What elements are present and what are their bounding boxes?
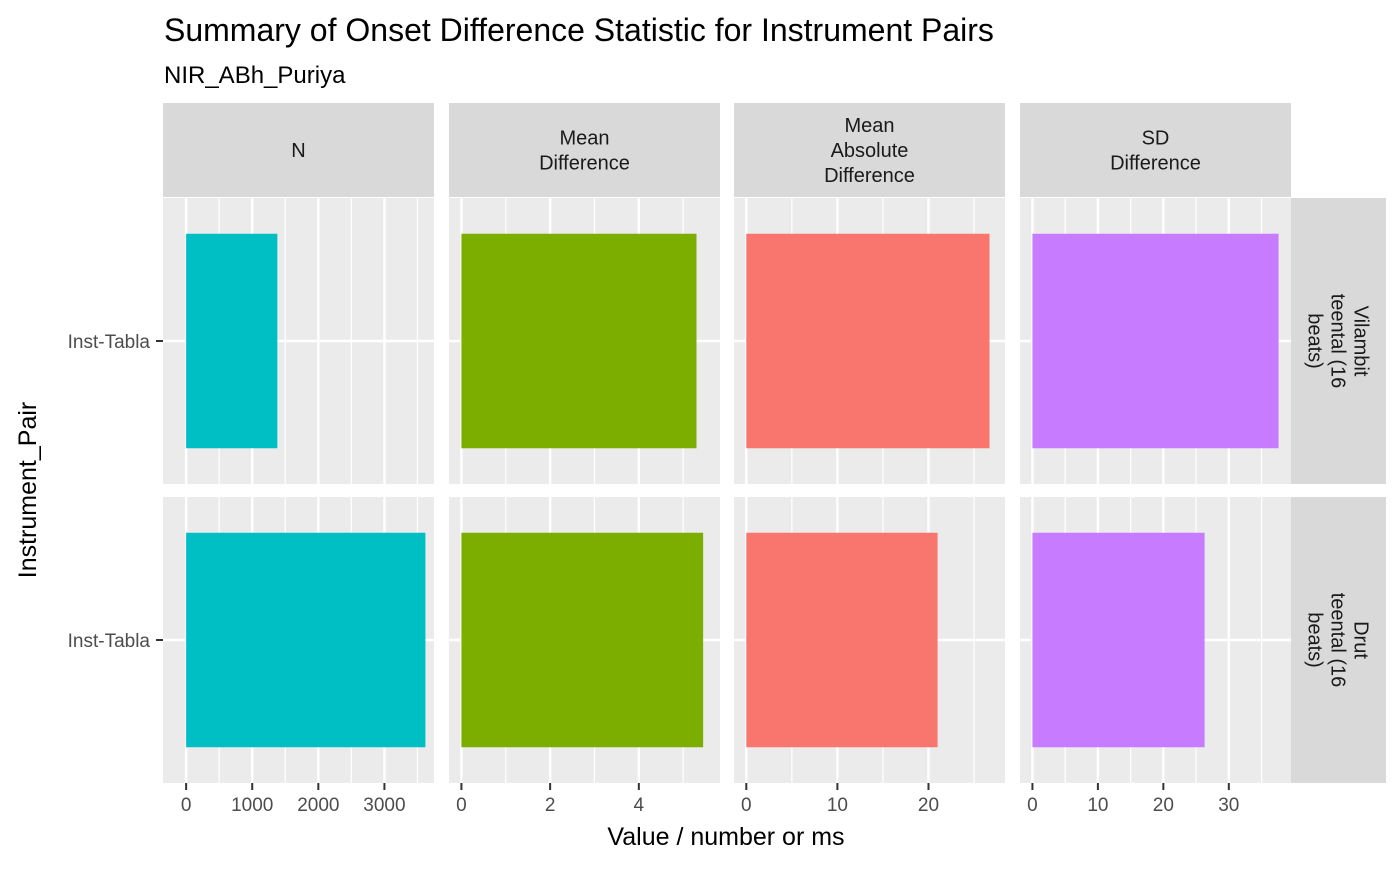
strip-label-sd: Difference — [1110, 153, 1201, 175]
strip-mean — [449, 103, 720, 197]
y-tick-label: Inst-Tabla — [68, 332, 151, 353]
bar-drut-sd — [1032, 532, 1205, 748]
strip-sd — [1020, 103, 1291, 197]
x-tick-label: 20 — [1153, 795, 1174, 816]
strip-label-mad: Difference — [824, 165, 915, 187]
strip-label-line: teental (16 — [1327, 593, 1349, 688]
x-tick-label: 2000 — [297, 795, 339, 816]
panel-vilambit-mad — [734, 198, 1005, 484]
strip-vilambit — [1291, 198, 1386, 484]
strip-label-mad: Mean — [844, 115, 894, 137]
bar-vilambit-mad — [746, 233, 990, 449]
x-axis-title: Value / number or ms — [607, 823, 844, 851]
strip-n — [163, 103, 434, 197]
chart-subtitle: NIR_ABh_Puriya — [164, 62, 346, 89]
chart-title: Summary of Onset Difference Statistic fo… — [164, 12, 994, 48]
bar-vilambit-sd — [1032, 233, 1279, 449]
x-tick-label: 30 — [1218, 795, 1239, 816]
strip-label-n: N — [291, 140, 305, 162]
x-tick-label: 1000 — [231, 795, 273, 816]
strip-label-mean: Difference — [539, 153, 630, 175]
strip-label-mad: Absolute — [831, 140, 909, 162]
x-tick-label: 0 — [181, 795, 192, 816]
bar-vilambit-mean — [461, 233, 697, 449]
panel-vilambit-n — [163, 198, 434, 484]
strip-label-line: Vilambit — [1350, 306, 1372, 377]
y-axis-title: Instrument_Pair — [14, 402, 42, 578]
strip-mad — [734, 103, 1005, 197]
panel-vilambit-sd — [1020, 198, 1291, 484]
x-tick-label: 3000 — [363, 795, 405, 816]
strip-label-line: beats) — [1304, 313, 1326, 369]
y-axis: Inst-Tabla Inst-Tabla — [68, 332, 163, 652]
x-tick-label: 10 — [827, 795, 848, 816]
x-tick-label: 0 — [1027, 795, 1038, 816]
facet-panels: N Mean Difference Mean Absolute Difference SD D… — [163, 103, 1386, 783]
bar-drut-mad — [746, 532, 938, 748]
strip-label-line: beats) — [1304, 612, 1326, 668]
bar-drut-n — [186, 532, 426, 748]
bar-vilambit-n — [186, 233, 278, 449]
panel-drut-mean — [449, 497, 720, 783]
panel-vilambit-mean — [449, 198, 720, 484]
x-axis: 0 1000 2000 3000 0 2 4 0 10 20 0 10 20 30 — [181, 783, 1239, 816]
strip-label-sd: SD — [1142, 128, 1170, 150]
panel-drut-sd — [1020, 497, 1291, 783]
x-tick-label: 4 — [634, 795, 645, 816]
x-tick-label: 2 — [545, 795, 556, 816]
y-tick-label: Inst-Tabla — [68, 631, 151, 652]
panel-drut-mad — [734, 497, 1005, 783]
bar-drut-mean — [461, 532, 704, 748]
panel-drut-n — [163, 497, 434, 783]
strip-label-mean: Mean — [559, 128, 609, 150]
x-tick-label: 0 — [741, 795, 752, 816]
x-tick-label: 20 — [918, 795, 939, 816]
x-tick-label: 0 — [456, 795, 467, 816]
strip-drut — [1291, 497, 1386, 783]
strip-label-line: Drut — [1350, 621, 1372, 659]
strip-label-line: teental (16 — [1327, 294, 1349, 389]
x-tick-label: 10 — [1087, 795, 1108, 816]
